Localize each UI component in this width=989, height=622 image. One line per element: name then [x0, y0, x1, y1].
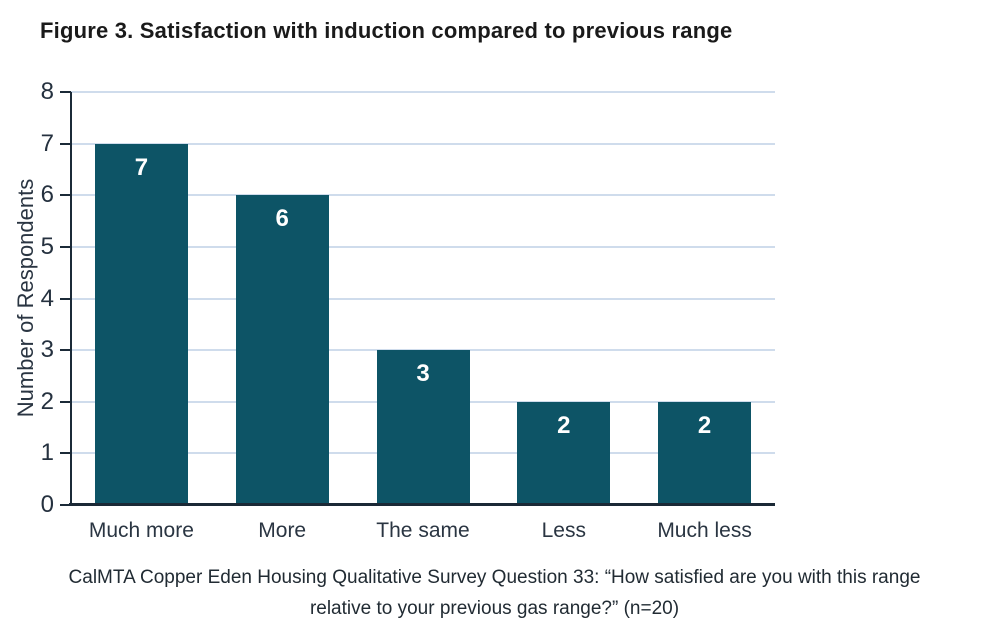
bar-more: 6	[235, 195, 329, 505]
plot-area: 7 6 3 2 2	[71, 91, 775, 505]
y-tick-mark-2	[60, 400, 71, 403]
x-axis-label-much-more: Much more	[88, 519, 194, 542]
source-caption-line-2: relative to your previous gas range?” (n…	[309, 598, 680, 619]
y-tick-label-8: 8	[40, 78, 54, 105]
y-axis-line	[70, 92, 72, 506]
bar-value-label-less: 2	[557, 411, 571, 439]
y-tick-mark-4	[60, 297, 71, 300]
y-tick-mark-0	[60, 504, 71, 506]
x-axis-label-the-same: The same	[376, 519, 470, 542]
bar-the-same: 3	[376, 350, 470, 505]
x-axis-label-more: More	[258, 519, 307, 542]
bar-value-label-much-more: 7	[134, 153, 149, 181]
y-tick-mark-8	[60, 91, 71, 93]
gridline-y-8	[71, 91, 775, 93]
y-tick-label-0: 0	[40, 491, 54, 518]
bar-value-label-more: 6	[275, 205, 289, 233]
y-tick-label-5: 5	[40, 232, 54, 260]
source-caption: CalMTA Copper Eden Housing Qualitative S…	[0, 562, 989, 622]
y-tick-label-4: 4	[40, 284, 54, 312]
y-tick-label-2: 2	[40, 387, 54, 415]
source-caption-line-1: CalMTA Copper Eden Housing Qualitative S…	[68, 567, 921, 588]
gridline-y-4	[71, 297, 775, 300]
chart-title: Figure 3. Satisfaction with induction co…	[40, 18, 733, 43]
gridline-y-6	[71, 194, 775, 197]
bar-value-label-the-same: 3	[416, 360, 430, 388]
y-tick-label-6: 6	[40, 181, 54, 209]
gridline-y-7	[71, 142, 775, 145]
bar-less: 2	[517, 401, 611, 505]
bar-much-less: 2	[658, 401, 752, 505]
x-axis-label-less: Less	[541, 519, 586, 542]
y-tick-label-3: 3	[40, 336, 54, 364]
gridline-y-5	[71, 245, 775, 248]
y-tick-label-7: 7	[40, 129, 54, 157]
y-tick-mark-6	[60, 194, 71, 197]
bar-value-label-much-less: 2	[697, 411, 712, 439]
bar-much-more: 7	[94, 143, 188, 505]
y-tick-mark-1	[60, 452, 71, 455]
y-tick-label-1: 1	[40, 439, 54, 467]
y-tick-mark-5	[60, 245, 71, 248]
y-tick-mark-3	[60, 349, 71, 352]
y-tick-mark-7	[60, 142, 71, 145]
x-axis-line	[69, 503, 775, 506]
x-axis-label-much-less: Much less	[657, 519, 752, 542]
